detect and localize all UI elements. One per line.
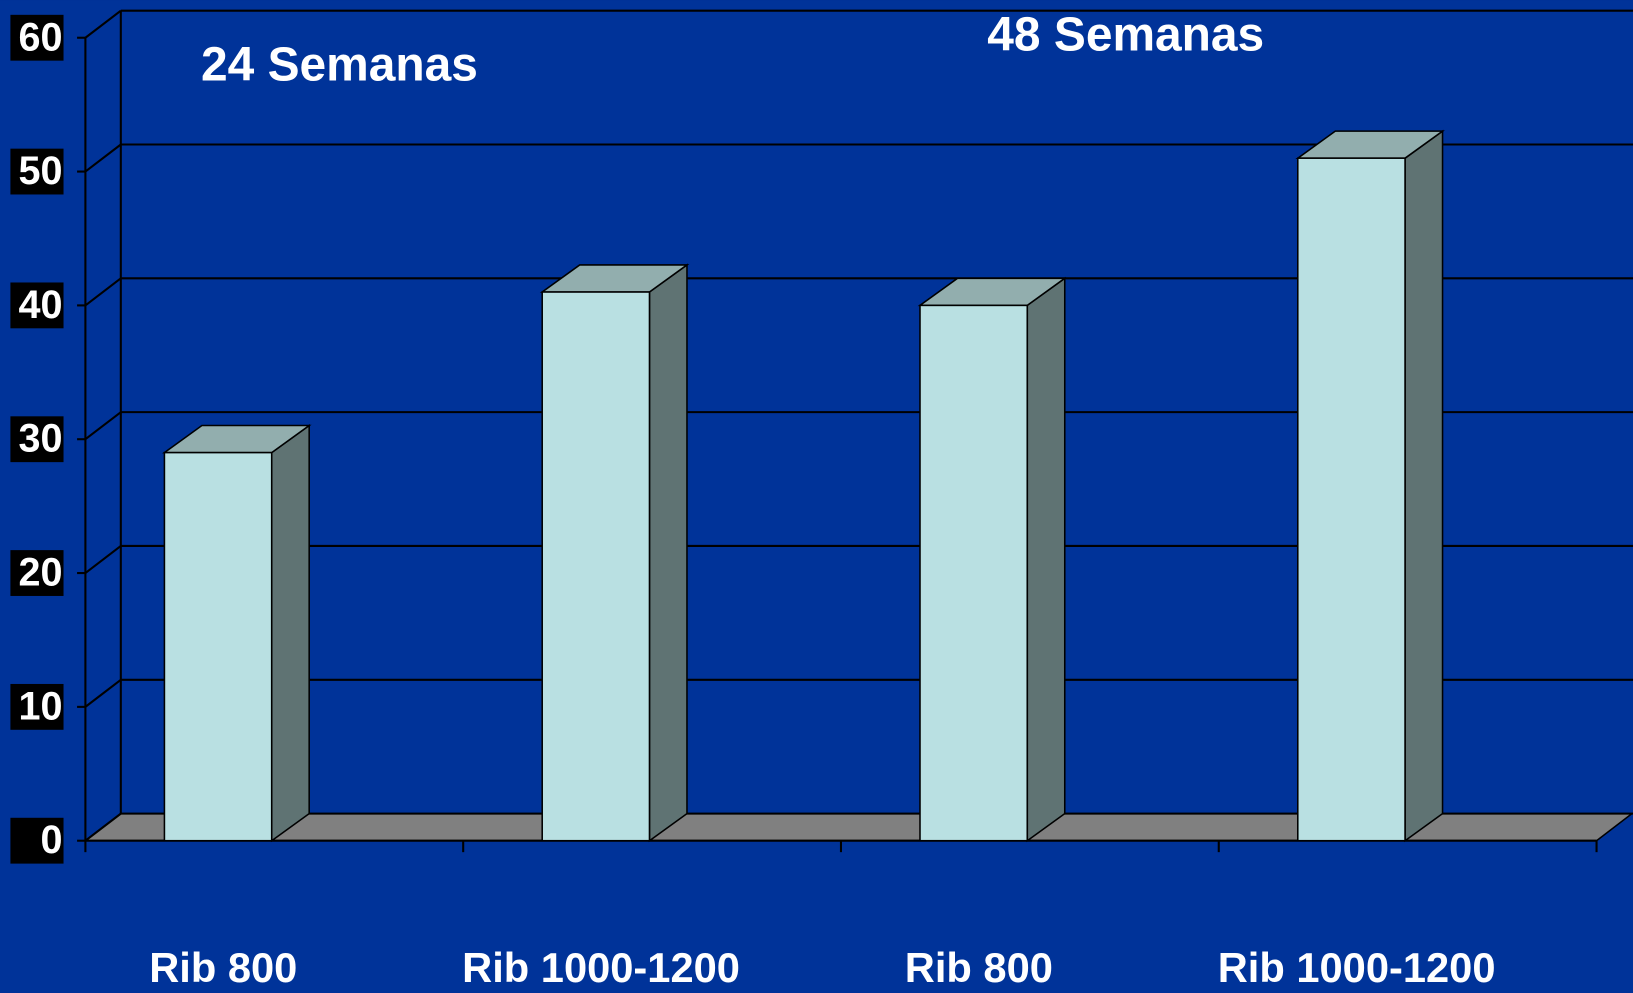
bar (539, 263, 690, 843)
grid-line (84, 143, 122, 173)
grid-line (84, 678, 122, 708)
bar (162, 423, 312, 843)
bar-side (1026, 276, 1066, 843)
tick-label-bg (10, 282, 64, 329)
annotation: 48 Semanas (987, 8, 1264, 61)
tick-label-bg (10, 683, 64, 730)
x-tick-label: Rib 1000-1200 (462, 944, 740, 991)
y-tick-label: 60 (18, 15, 62, 59)
grid-line (84, 545, 122, 574)
grid-line (84, 277, 122, 307)
grid-line (84, 812, 122, 842)
tick-label-bg (10, 416, 64, 463)
tick-label-bg (10, 148, 64, 195)
tick-label-bg (10, 817, 64, 864)
x-tick-label: Rib 800 (149, 944, 297, 991)
y-tick-label: 40 (18, 283, 62, 327)
bar-front (1297, 157, 1406, 842)
tick-label-bg (10, 550, 64, 596)
grid-line (84, 411, 122, 441)
bar-front (541, 291, 651, 842)
x-tick-label: Rib 1000-1200 (1218, 944, 1496, 991)
bar-front (163, 451, 273, 842)
bar-side (1404, 129, 1444, 843)
tick-label-bg (10, 14, 64, 61)
bar (1295, 129, 1445, 843)
y-tick-label: 10 (18, 684, 62, 728)
y-tick-label: 30 (18, 417, 62, 461)
bar-side (648, 263, 688, 843)
annotation: 24 Semanas (201, 39, 478, 92)
x-tick-label: Rib 800 (905, 944, 1053, 991)
bar-front (919, 304, 1029, 842)
y-tick-label: 20 (18, 551, 62, 595)
bar (917, 276, 1068, 843)
grid-line (84, 9, 122, 39)
y-tick-label: 0 (40, 818, 62, 862)
y-tick-label: 50 (18, 149, 62, 193)
bar-side (270, 423, 310, 843)
